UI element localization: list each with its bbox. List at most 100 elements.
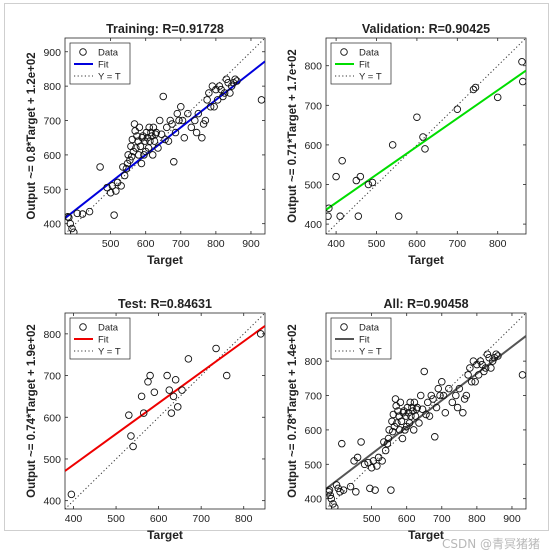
data-point	[180, 133, 189, 142]
data-point	[136, 142, 145, 151]
data-point	[203, 96, 211, 104]
legend-label: Fit	[98, 60, 109, 71]
data-point	[106, 188, 115, 197]
data-point	[110, 211, 118, 219]
data-point	[227, 82, 236, 90]
data-point	[464, 371, 472, 379]
x-tick-label: 900	[503, 513, 521, 525]
data-point	[129, 442, 137, 451]
data-point	[378, 457, 386, 465]
data-point	[163, 123, 171, 132]
data-point	[338, 439, 346, 448]
data-point	[353, 453, 362, 462]
data-point	[388, 427, 397, 436]
data-point	[415, 419, 423, 427]
data-point	[150, 388, 159, 396]
data-point	[205, 89, 213, 97]
y-tick-label: 900	[43, 47, 61, 59]
data-point	[334, 484, 343, 493]
data-point	[369, 457, 378, 465]
legend-label: Fit	[98, 335, 109, 346]
x-tick-label: 500	[107, 513, 125, 525]
data-point	[487, 364, 495, 372]
data-point	[429, 395, 437, 403]
x-tick-label: 600	[150, 513, 168, 525]
data-point	[469, 85, 478, 94]
x-tick-label: 600	[398, 513, 416, 525]
data-point	[326, 491, 334, 499]
data-point	[67, 490, 76, 499]
data-point	[171, 375, 180, 384]
data-point	[233, 77, 241, 85]
legend-label: Data	[98, 323, 119, 334]
data-point	[165, 386, 174, 394]
data-point	[132, 144, 140, 152]
data-point	[406, 398, 414, 407]
data-point	[331, 503, 339, 509]
data-point	[419, 133, 427, 141]
data-point	[68, 224, 76, 233]
data-point	[364, 458, 372, 467]
x-axis-label: Target	[147, 253, 183, 267]
data-point	[166, 116, 175, 125]
y-tick-label: 600	[43, 412, 61, 424]
y-tick-label: 400	[304, 219, 322, 231]
data-point	[366, 484, 374, 493]
data-point	[117, 182, 125, 190]
data-point	[157, 130, 166, 139]
data-point	[154, 144, 162, 152]
data-point	[483, 350, 492, 359]
data-point	[460, 395, 469, 403]
data-point	[184, 109, 192, 118]
data-point	[135, 123, 144, 132]
data-point	[206, 103, 215, 111]
data-point	[187, 123, 196, 132]
data-point	[357, 438, 365, 446]
data-point	[70, 228, 78, 234]
legend-label: Data	[359, 48, 380, 59]
y-tick-label: 800	[43, 329, 61, 341]
data-point	[326, 486, 334, 494]
data-point	[467, 378, 476, 386]
y-axis-label: Output ~= 0.78*Target + 1.4e+02	[287, 324, 299, 498]
y-tick-label: 500	[43, 184, 61, 196]
y-tick-label: 400	[43, 219, 61, 231]
data-point	[184, 355, 193, 363]
data-point	[171, 128, 180, 137]
data-point	[174, 403, 182, 411]
data-point	[474, 371, 483, 379]
data-point	[120, 171, 129, 180]
data-point	[424, 398, 432, 407]
data-point	[231, 75, 239, 84]
plot-title: Test: R=0.84631	[118, 297, 212, 311]
data-point	[192, 128, 201, 137]
data-point	[387, 486, 395, 494]
data-point	[407, 412, 415, 420]
data-point	[421, 145, 429, 153]
data-point	[226, 89, 234, 97]
x-tick-label: 400	[65, 513, 83, 525]
legend-data-marker	[79, 48, 87, 56]
data-point	[518, 371, 526, 379]
data-point	[384, 434, 393, 443]
data-point	[108, 182, 117, 190]
y-tick-label: 500	[43, 454, 61, 466]
fit-line	[65, 60, 265, 219]
data-point	[395, 426, 404, 434]
y-tick-label: 800	[304, 356, 322, 368]
data-point	[139, 409, 148, 417]
data-point	[336, 488, 344, 496]
data-point	[490, 353, 499, 362]
data-point	[126, 156, 134, 164]
plot-title: Validation: R=0.90425	[362, 22, 490, 36]
x-tick-label: 700	[192, 513, 210, 525]
data-point	[199, 120, 208, 128]
data-point	[455, 384, 464, 393]
data-point	[144, 144, 153, 152]
data-point	[222, 371, 231, 380]
data-point	[215, 82, 224, 90]
data-point	[178, 386, 186, 394]
data-point	[466, 364, 474, 372]
